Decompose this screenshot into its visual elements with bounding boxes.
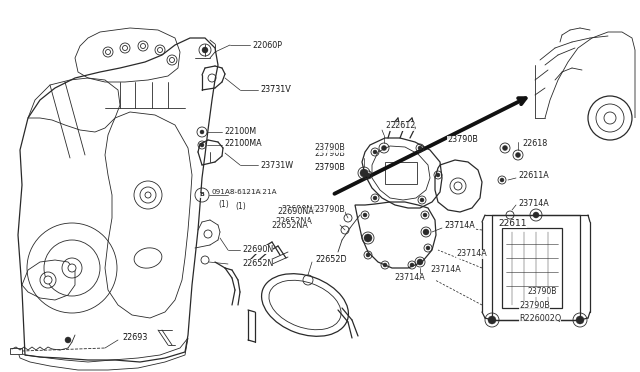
Text: 22612: 22612 [385,122,410,131]
Circle shape [106,49,111,55]
Text: (1): (1) [235,202,246,211]
Circle shape [141,44,145,48]
Text: 22611: 22611 [498,218,527,228]
Text: 23790B: 23790B [314,205,345,215]
Text: 23731V: 23731V [260,86,291,94]
Text: 23790B: 23790B [528,288,557,296]
Circle shape [423,229,429,235]
Text: 091A8-6121A: 091A8-6121A [228,189,278,195]
Text: 22693: 22693 [122,334,147,343]
Text: 23790B: 23790B [314,164,345,173]
Text: 22612: 22612 [390,122,415,131]
Circle shape [500,178,504,182]
Text: 23714A: 23714A [518,199,548,208]
Text: 23790B: 23790B [519,301,550,310]
Circle shape [576,316,584,324]
Text: 22652D: 22652D [315,256,347,264]
Text: 23790B: 23790B [447,135,478,144]
Text: 23790B: 23790B [447,135,478,144]
Text: 22100M: 22100M [224,126,256,135]
Circle shape [515,153,520,157]
Text: 23731V: 23731V [260,86,291,94]
Text: 22060P: 22060P [252,41,282,49]
Text: 23790B: 23790B [314,164,345,173]
Text: 23714A: 23714A [456,250,487,259]
Circle shape [44,276,52,284]
Text: 091A8-6121A: 091A8-6121A [212,189,262,195]
Text: (1): (1) [218,201,228,209]
Circle shape [363,213,367,217]
Circle shape [488,316,496,324]
Text: 23714A: 23714A [444,221,475,231]
FancyBboxPatch shape [10,348,22,354]
Circle shape [420,198,424,202]
Text: 22690NA: 22690NA [277,208,314,217]
Circle shape [360,169,368,177]
Circle shape [68,264,76,272]
Circle shape [157,48,163,52]
Text: 22690N: 22690N [242,244,273,253]
Text: 23714A: 23714A [430,266,461,275]
Text: 22100MA: 22100MA [224,140,262,148]
Circle shape [202,47,208,53]
Circle shape [200,130,204,134]
Text: 23790B: 23790B [314,144,345,153]
Circle shape [410,263,414,267]
Text: 23731W: 23731W [260,160,293,170]
Circle shape [122,45,127,51]
FancyBboxPatch shape [385,162,417,184]
Circle shape [381,145,387,151]
Circle shape [373,196,377,200]
Text: 22611: 22611 [498,218,527,228]
Text: 22618: 22618 [522,138,547,148]
Text: 22100M: 22100M [224,126,256,135]
Text: 22652NA: 22652NA [275,218,312,227]
Circle shape [170,58,175,62]
Text: 22652N: 22652N [242,259,273,267]
Text: 22100MA: 22100MA [224,140,262,148]
Circle shape [65,337,71,343]
Circle shape [200,143,204,147]
Text: 22652N: 22652N [242,259,273,267]
Circle shape [533,212,539,218]
Circle shape [145,192,151,198]
Text: 22652D: 22652D [315,256,347,264]
Text: R226002Q: R226002Q [519,314,561,323]
FancyBboxPatch shape [502,228,562,308]
Text: 22060P: 22060P [252,41,282,49]
Circle shape [418,146,422,150]
Text: 22611A: 22611A [518,170,548,180]
Text: 23714A: 23714A [444,221,475,231]
Circle shape [502,145,508,151]
Text: 23714A: 23714A [394,273,425,282]
Circle shape [426,246,430,250]
Text: 22618: 22618 [522,138,547,148]
Circle shape [383,263,387,267]
Text: 23731W: 23731W [260,160,293,170]
Text: 22690N: 22690N [242,244,273,253]
Circle shape [423,213,427,217]
Circle shape [366,253,370,257]
Text: 22611A: 22611A [518,170,548,180]
Circle shape [373,150,377,154]
Text: 23714A: 23714A [518,199,548,208]
Circle shape [436,173,440,177]
Text: B: B [200,192,204,198]
Text: 23790B: 23790B [314,148,345,157]
FancyBboxPatch shape [492,215,580,320]
Text: 22652NA: 22652NA [271,221,308,230]
Circle shape [366,173,370,177]
Circle shape [417,259,423,265]
Text: 22690NA: 22690NA [281,205,318,215]
Circle shape [364,234,372,242]
Text: 22693: 22693 [122,334,147,343]
